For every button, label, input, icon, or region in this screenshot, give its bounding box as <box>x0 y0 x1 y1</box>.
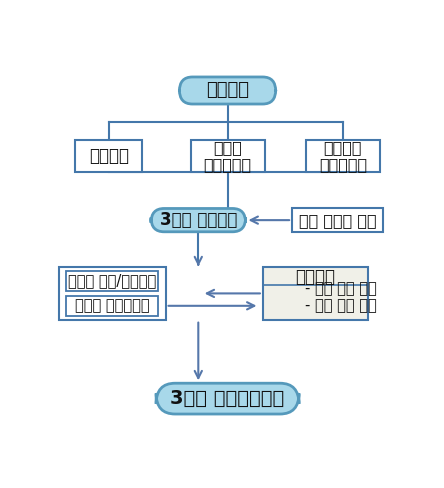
FancyBboxPatch shape <box>59 267 166 320</box>
FancyBboxPatch shape <box>75 140 143 172</box>
Text: 탄성파 탐사/단층정보: 탄성파 탐사/단층정보 <box>68 273 156 288</box>
Text: 이동식 지진관측망: 이동식 지진관측망 <box>75 298 150 313</box>
FancyBboxPatch shape <box>66 296 159 316</box>
Text: 3차원 지진지체구조: 3차원 지진지체구조 <box>170 389 285 408</box>
FancyBboxPatch shape <box>306 140 380 172</box>
FancyBboxPatch shape <box>151 208 246 232</box>
Text: 지진자료: 지진자료 <box>206 81 249 100</box>
Text: 중력자료: 중력자료 <box>295 268 335 286</box>
Text: 3차원 지각구조: 3차원 지각구조 <box>159 211 237 229</box>
FancyBboxPatch shape <box>292 208 383 232</box>
Text: 배경잡음
토모그래피: 배경잡음 토모그래피 <box>319 140 367 172</box>
Text: 수신함수: 수신함수 <box>89 147 129 165</box>
Text: - 유효 탄성 두께
- 지각 평형 이상: - 유효 탄성 두께 - 지각 평형 이상 <box>305 281 377 313</box>
FancyBboxPatch shape <box>66 271 159 291</box>
FancyBboxPatch shape <box>190 140 265 172</box>
Text: 심부 탄성파 탐사: 심부 탄성파 탐사 <box>299 213 377 227</box>
FancyBboxPatch shape <box>263 267 368 320</box>
FancyBboxPatch shape <box>156 383 299 414</box>
Text: 지진파
토모그래피: 지진파 토모그래피 <box>203 140 252 172</box>
FancyBboxPatch shape <box>179 77 276 104</box>
